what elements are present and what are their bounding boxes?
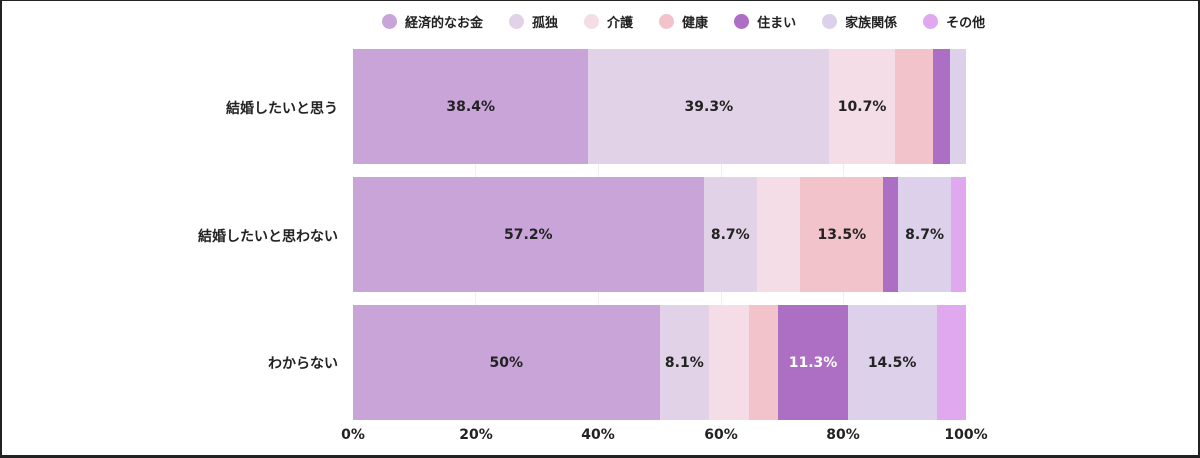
bar-segment[interactable]: 14.5% bbox=[847, 305, 937, 420]
y-label-dont-know: わからない bbox=[268, 356, 338, 372]
y-label-want-marriage: 結婚したいと思う bbox=[226, 101, 338, 117]
bar-segment[interactable]: 38.4% bbox=[353, 49, 589, 164]
bar-segment[interactable]: 39.3% bbox=[588, 49, 830, 164]
legend-item[interactable]: 健康 bbox=[659, 12, 708, 31]
y-label-not-want-marriage: 結婚したいと思わない bbox=[198, 229, 338, 245]
bar-segment[interactable] bbox=[883, 177, 898, 292]
bar-segment[interactable]: 50% bbox=[353, 305, 660, 420]
bar-segment[interactable]: 11.3% bbox=[778, 305, 848, 420]
legend-dot-icon bbox=[382, 13, 397, 29]
legend-item[interactable]: 介護 bbox=[584, 12, 633, 31]
legend-label: 介護 bbox=[607, 15, 634, 31]
x-tick-40: 40% bbox=[581, 427, 615, 443]
bar-dont-know: 50% 8.1% 11.3% 14.5% bbox=[353, 305, 966, 420]
legend-item[interactable]: 家族関係 bbox=[822, 12, 897, 31]
legend-label: その他 bbox=[946, 15, 986, 31]
bar-segment[interactable] bbox=[748, 305, 779, 420]
legend-item[interactable]: 経済的なお金 bbox=[382, 12, 483, 31]
x-tick-100: 100% bbox=[944, 427, 988, 443]
bar-segment[interactable] bbox=[951, 177, 966, 292]
legend-dot-icon bbox=[509, 13, 525, 29]
bar-segment[interactable] bbox=[894, 49, 934, 164]
bar-segment[interactable] bbox=[709, 305, 749, 420]
legend-item[interactable]: 孤独 bbox=[509, 12, 558, 31]
bar-segment[interactable]: 8.7% bbox=[897, 177, 952, 292]
legend-dot-icon bbox=[822, 13, 838, 29]
plot-area: 38.4% 39.3% 10.7% 57.2% 8.7% 13.5% 8.7% 50% 8.… bbox=[353, 49, 966, 420]
bar-segment[interactable]: 57.2% bbox=[353, 177, 704, 292]
bar-segment[interactable] bbox=[936, 305, 966, 420]
bar-segment[interactable] bbox=[756, 177, 801, 292]
x-tick-0: 0% bbox=[341, 427, 365, 443]
legend-label: 家族関係 bbox=[845, 15, 898, 31]
legend-label: 住まい bbox=[757, 15, 797, 31]
legend: 経済的なお金 孤独 介護 健康 住まい 家族関係 その他 bbox=[382, 10, 1011, 32]
legend-dot-icon bbox=[923, 13, 939, 29]
legend-dot-icon bbox=[584, 13, 600, 29]
bar-segment[interactable]: 10.7% bbox=[829, 49, 895, 164]
bar-segment[interactable]: 8.1% bbox=[659, 305, 710, 420]
bar-segment[interactable]: 8.7% bbox=[703, 177, 757, 292]
legend-item[interactable]: 住まい bbox=[734, 12, 796, 31]
bar-segment[interactable]: 13.5% bbox=[800, 177, 884, 292]
x-tick-20: 20% bbox=[459, 427, 493, 443]
legend-item[interactable]: その他 bbox=[923, 12, 985, 31]
bar-segment[interactable] bbox=[933, 49, 951, 164]
x-tick-60: 60% bbox=[704, 427, 738, 443]
legend-dot-icon bbox=[659, 13, 675, 29]
legend-label: 経済的なお金 bbox=[405, 15, 484, 31]
legend-label: 健康 bbox=[682, 15, 709, 31]
bar-not-want-marriage: 57.2% 8.7% 13.5% 8.7% bbox=[353, 177, 966, 292]
bar-want-marriage: 38.4% 39.3% 10.7% bbox=[353, 49, 966, 164]
bar-segment[interactable] bbox=[950, 49, 966, 164]
x-tick-80: 80% bbox=[826, 427, 860, 443]
legend-dot-icon bbox=[734, 13, 750, 29]
legend-label: 孤独 bbox=[532, 15, 559, 31]
